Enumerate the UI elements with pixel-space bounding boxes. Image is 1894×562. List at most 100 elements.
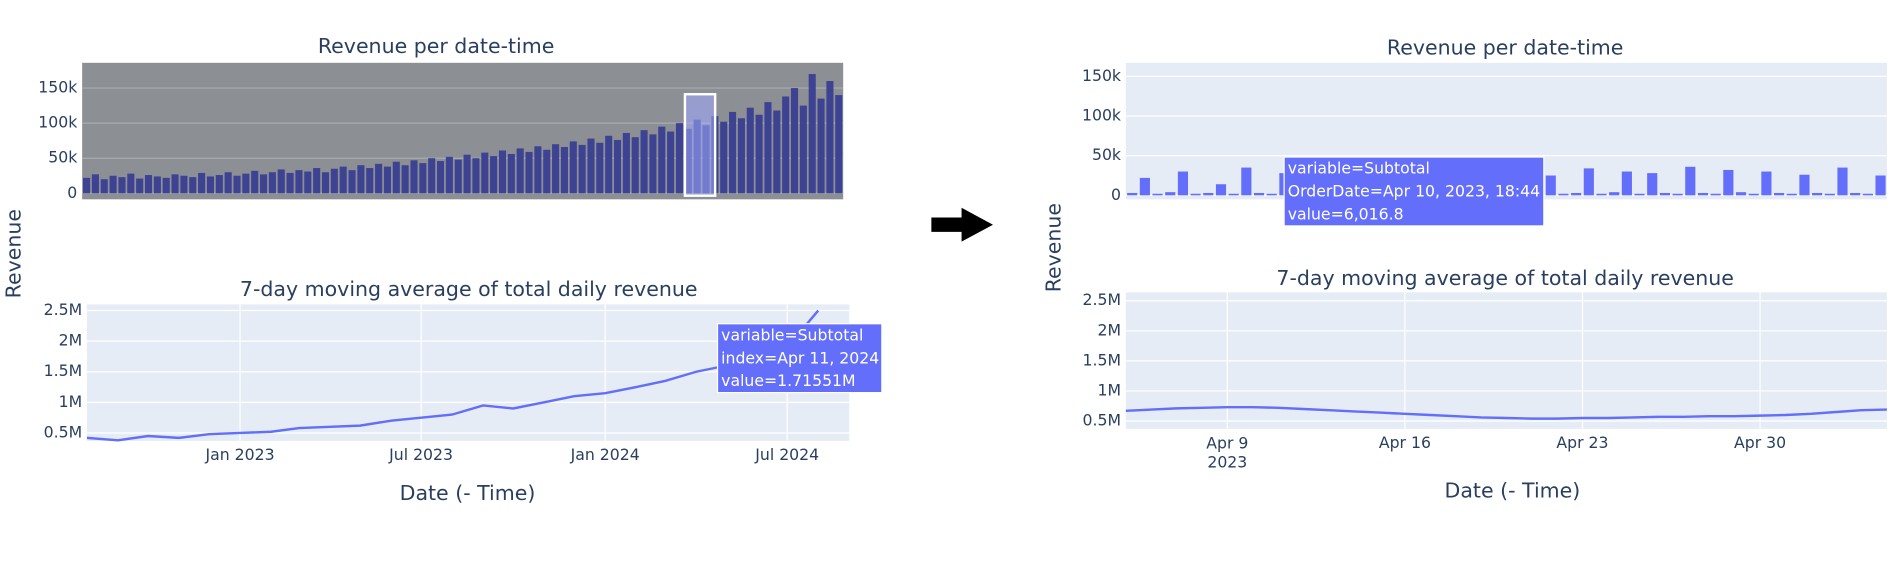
bar [1165,192,1176,196]
bar [1253,192,1265,196]
bar [428,158,436,194]
bar [366,168,374,194]
bar [144,175,153,194]
chart: 7-day moving average of total daily reve… [1083,266,1887,503]
bar [596,142,604,194]
bar [817,98,825,194]
chart: Revenue per date-time 0 50k 100k 150k Revenue… [1042,35,1887,292]
bar [171,174,179,194]
bar [295,170,303,194]
bar [1127,192,1138,196]
bar [658,126,666,194]
tooltip-text: variable=Subtotal [721,325,863,344]
bar [109,175,117,194]
y-tick-label: 1.5M [44,361,82,380]
bar [507,154,515,194]
bar [445,156,453,194]
bar [764,102,772,194]
bar [242,173,250,194]
bar [1824,193,1835,196]
bar [1710,193,1721,196]
bar [516,148,524,194]
bar [375,163,383,194]
x-tick-label: Apr 9 2023 [1206,433,1248,471]
y-tick-label: 150k [1082,66,1122,85]
y-tick-label: 0.5M [1083,411,1121,430]
bar [100,179,108,194]
bar [136,178,144,194]
bar [1190,193,1201,196]
bar [348,170,356,194]
bar [1634,193,1645,196]
tooltip-text: value=6,016.8 [1288,205,1404,224]
bar [622,132,630,194]
bar [410,160,418,194]
bar [383,166,391,194]
y-tick-label: 2M [1097,320,1121,339]
x-tick-label: Apr 23 [1556,433,1608,452]
bar [1558,193,1569,196]
bar [1875,175,1886,196]
bar [1774,192,1785,196]
bar [826,81,834,194]
bar [835,95,843,194]
bar [1837,167,1848,196]
bar [392,161,400,194]
bar [1672,193,1683,196]
bar [1545,175,1556,196]
y-tick-label: 150k [38,78,78,97]
bar [525,151,533,194]
bar [675,123,684,194]
y-tick-label: 0.5M [44,422,82,441]
bar [153,176,161,194]
bar [127,173,135,194]
line [1125,405,1887,420]
bar [1659,192,1670,196]
y-tick-label: 1M [59,392,83,411]
bar [1850,192,1861,196]
bar [578,144,586,194]
x-tick-label: Jul 2023 [388,445,453,464]
chart: Revenue per date-time 0 50k 100k 150k Revenue [1,34,844,298]
y-tick-label: 0 [1111,185,1121,204]
bar [180,175,188,194]
bar [83,177,91,194]
x-tick-label: Jan 2024 [570,445,640,464]
bar [782,96,790,194]
bar [1761,171,1772,196]
bar [755,114,763,194]
bar [1152,193,1163,196]
bar [569,141,577,194]
tooltip-text: index=Apr 11, 2024 [721,348,879,367]
bar [162,177,170,194]
y-tick-label: 2M [59,331,83,350]
bar [91,174,99,194]
bar [649,134,657,194]
y-tick-label: 100k [1082,105,1122,124]
bar [605,135,613,194]
bar [613,139,622,194]
bar [799,105,807,194]
tooltip [1283,156,1545,227]
y-tick-label: 100k [38,113,78,132]
x-tick-label: Apr 16 [1379,433,1431,452]
bar [233,175,241,194]
bar [729,111,737,194]
tooltip-text: OrderDate=Apr 10, 2023, 18:44 [1288,182,1540,201]
bar [472,158,480,194]
bar [587,138,595,194]
bar [543,149,551,194]
bar [118,177,126,194]
y-tick-label: 0 [67,183,77,202]
line [86,309,820,442]
bar [224,172,232,194]
bar [746,107,754,194]
bar [1748,193,1759,196]
bar [720,121,728,194]
bar [251,170,259,194]
bar [737,118,745,194]
bar [481,152,489,194]
bar [1697,192,1709,196]
bar [268,172,276,194]
